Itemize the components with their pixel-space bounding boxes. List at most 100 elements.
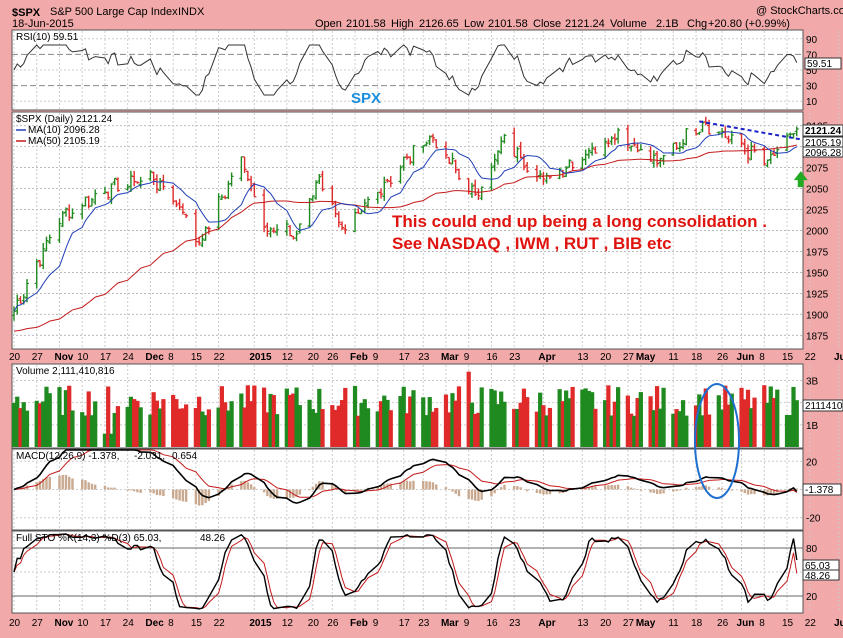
- volume-bar: [252, 386, 256, 447]
- x-tick-label: 26: [327, 352, 339, 363]
- macd-hist-bar: [406, 481, 408, 490]
- x-tick-label: Feb: [350, 618, 368, 629]
- rsi-value-tag: 59.51: [805, 58, 841, 70]
- volume-bar: [593, 409, 597, 447]
- macd-hist-bar: [614, 485, 616, 489]
- macd-hist-bar: [299, 490, 301, 495]
- x-tick-label: 22: [214, 618, 226, 629]
- macd-tick-label: 20: [806, 457, 818, 468]
- x-tick-label: 26: [717, 618, 729, 629]
- volume-label: Volume: [610, 18, 647, 30]
- volume-bar: [116, 406, 120, 447]
- volume-panel: 3B2B1B Volume 2,111,410,816 2111410: [12, 364, 843, 448]
- x-tick-label: 26: [717, 352, 729, 363]
- x-tick-label: 20: [600, 618, 612, 629]
- x-tick-label: 27: [32, 618, 44, 629]
- macd-hist-bar: [253, 487, 255, 489]
- macd-hist-bar: [721, 488, 723, 489]
- macd-hist-bar: [640, 490, 642, 491]
- macd-hist-bar: [149, 490, 151, 493]
- macd-hist-bar: [240, 481, 242, 489]
- x-tick-label: May: [636, 352, 656, 363]
- price-tick-label: 1900: [806, 310, 829, 321]
- x-tick-label: 17: [100, 618, 112, 629]
- macd-hist-bar: [178, 490, 180, 501]
- volume-bar: [275, 414, 279, 447]
- macd-hist-bar: [308, 490, 310, 491]
- x-tick-label: 24: [123, 618, 135, 629]
- macd-hist-bar: [513, 486, 515, 490]
- x-tick-label: 9: [464, 618, 470, 629]
- macd-hist-bar: [152, 490, 154, 494]
- x-tick-label: 10: [77, 618, 89, 629]
- macd-hist-bar: [455, 490, 457, 494]
- macd-hist-bar: [133, 490, 135, 492]
- volume-bar: [684, 416, 688, 447]
- macd-hist-bar: [49, 477, 51, 490]
- macd-hist-bar: [471, 490, 473, 500]
- x-tick-label: 8: [168, 618, 174, 629]
- x-tick-label: Apr: [538, 618, 555, 629]
- price-tick-label: 2000: [806, 227, 829, 238]
- macd-hist-bar: [429, 481, 431, 489]
- x-tick-label: 10: [77, 352, 89, 363]
- volume-bar: [184, 404, 188, 447]
- macd-hist-bar: [477, 490, 479, 501]
- volume-bar: [548, 408, 552, 447]
- price-legend: $SPX (Daily) 2121.24 MA(10) 2096.28 MA(5…: [16, 114, 113, 147]
- volume-legend: Volume 2,111,410,816: [16, 366, 115, 377]
- volume-bar: [411, 390, 415, 447]
- x-tick-label: Nov: [54, 618, 73, 629]
- macd-hist-bar: [617, 485, 619, 490]
- x-tick-label: 20: [9, 352, 21, 363]
- macd-hist-bar: [266, 490, 268, 497]
- volume-bar: [93, 401, 97, 447]
- open-label: Open: [315, 18, 342, 30]
- x-tick-label: 22: [214, 352, 226, 363]
- macd-hist-bar: [65, 475, 67, 490]
- x-tick-label: Dec: [145, 352, 164, 363]
- ma10-legend: MA(10) 2096.28: [28, 125, 100, 136]
- macd-hist-bar: [409, 481, 411, 489]
- macd-hist-bar: [451, 490, 453, 492]
- macd-tick-label: -20: [806, 514, 821, 525]
- macd-hist-bar: [649, 490, 651, 493]
- x-tick-label: 20: [308, 618, 320, 629]
- x-tick-label: 15: [191, 618, 203, 629]
- volume-bar: [48, 393, 52, 447]
- macd-panel: 200-20 MACD(12,26,9) -1.378, -2.031, 0.6…: [12, 449, 843, 530]
- macd-hist-bar: [250, 484, 252, 489]
- volume-bar: [230, 401, 234, 447]
- sto-panel: 805020 Full STO %K(14,3) %D(3) 65.03, 48…: [12, 531, 843, 613]
- volume-bar: [775, 390, 779, 447]
- macd-hist-bar: [45, 477, 47, 489]
- macd-value-tag: -1.378: [803, 484, 841, 496]
- sto-tick-label: 20: [806, 592, 818, 603]
- volume-bar: [366, 408, 370, 447]
- x-tick-label: 27: [32, 352, 44, 363]
- rsi-tick-label: 10: [806, 97, 818, 108]
- macd-hist-bar: [412, 481, 414, 490]
- macd-hist-bar: [201, 490, 203, 506]
- volume-value: 2.1B: [656, 18, 679, 30]
- volume-bar: [161, 399, 165, 447]
- macd-hist-bar: [88, 482, 90, 489]
- macd-hist-bar: [740, 490, 742, 492]
- exchange: INDX: [178, 6, 205, 18]
- price-legend-main: $SPX (Daily) 2121.24: [16, 114, 113, 125]
- macd-hist-bar: [162, 490, 164, 497]
- macd-hist-bar: [312, 487, 314, 489]
- volume-bar: [502, 402, 506, 447]
- volume-bar: [752, 398, 756, 447]
- x-tick-label: 27: [623, 618, 635, 629]
- macd-hist-bar: [627, 486, 629, 489]
- macd-hist-bar: [708, 487, 710, 490]
- low-label: Low: [464, 18, 484, 30]
- volume-bar: [320, 409, 324, 447]
- quote-line: Open 2101.58 High 2126.65 Low 2101.58 Cl…: [315, 18, 790, 30]
- macd-hist-bar: [744, 490, 746, 494]
